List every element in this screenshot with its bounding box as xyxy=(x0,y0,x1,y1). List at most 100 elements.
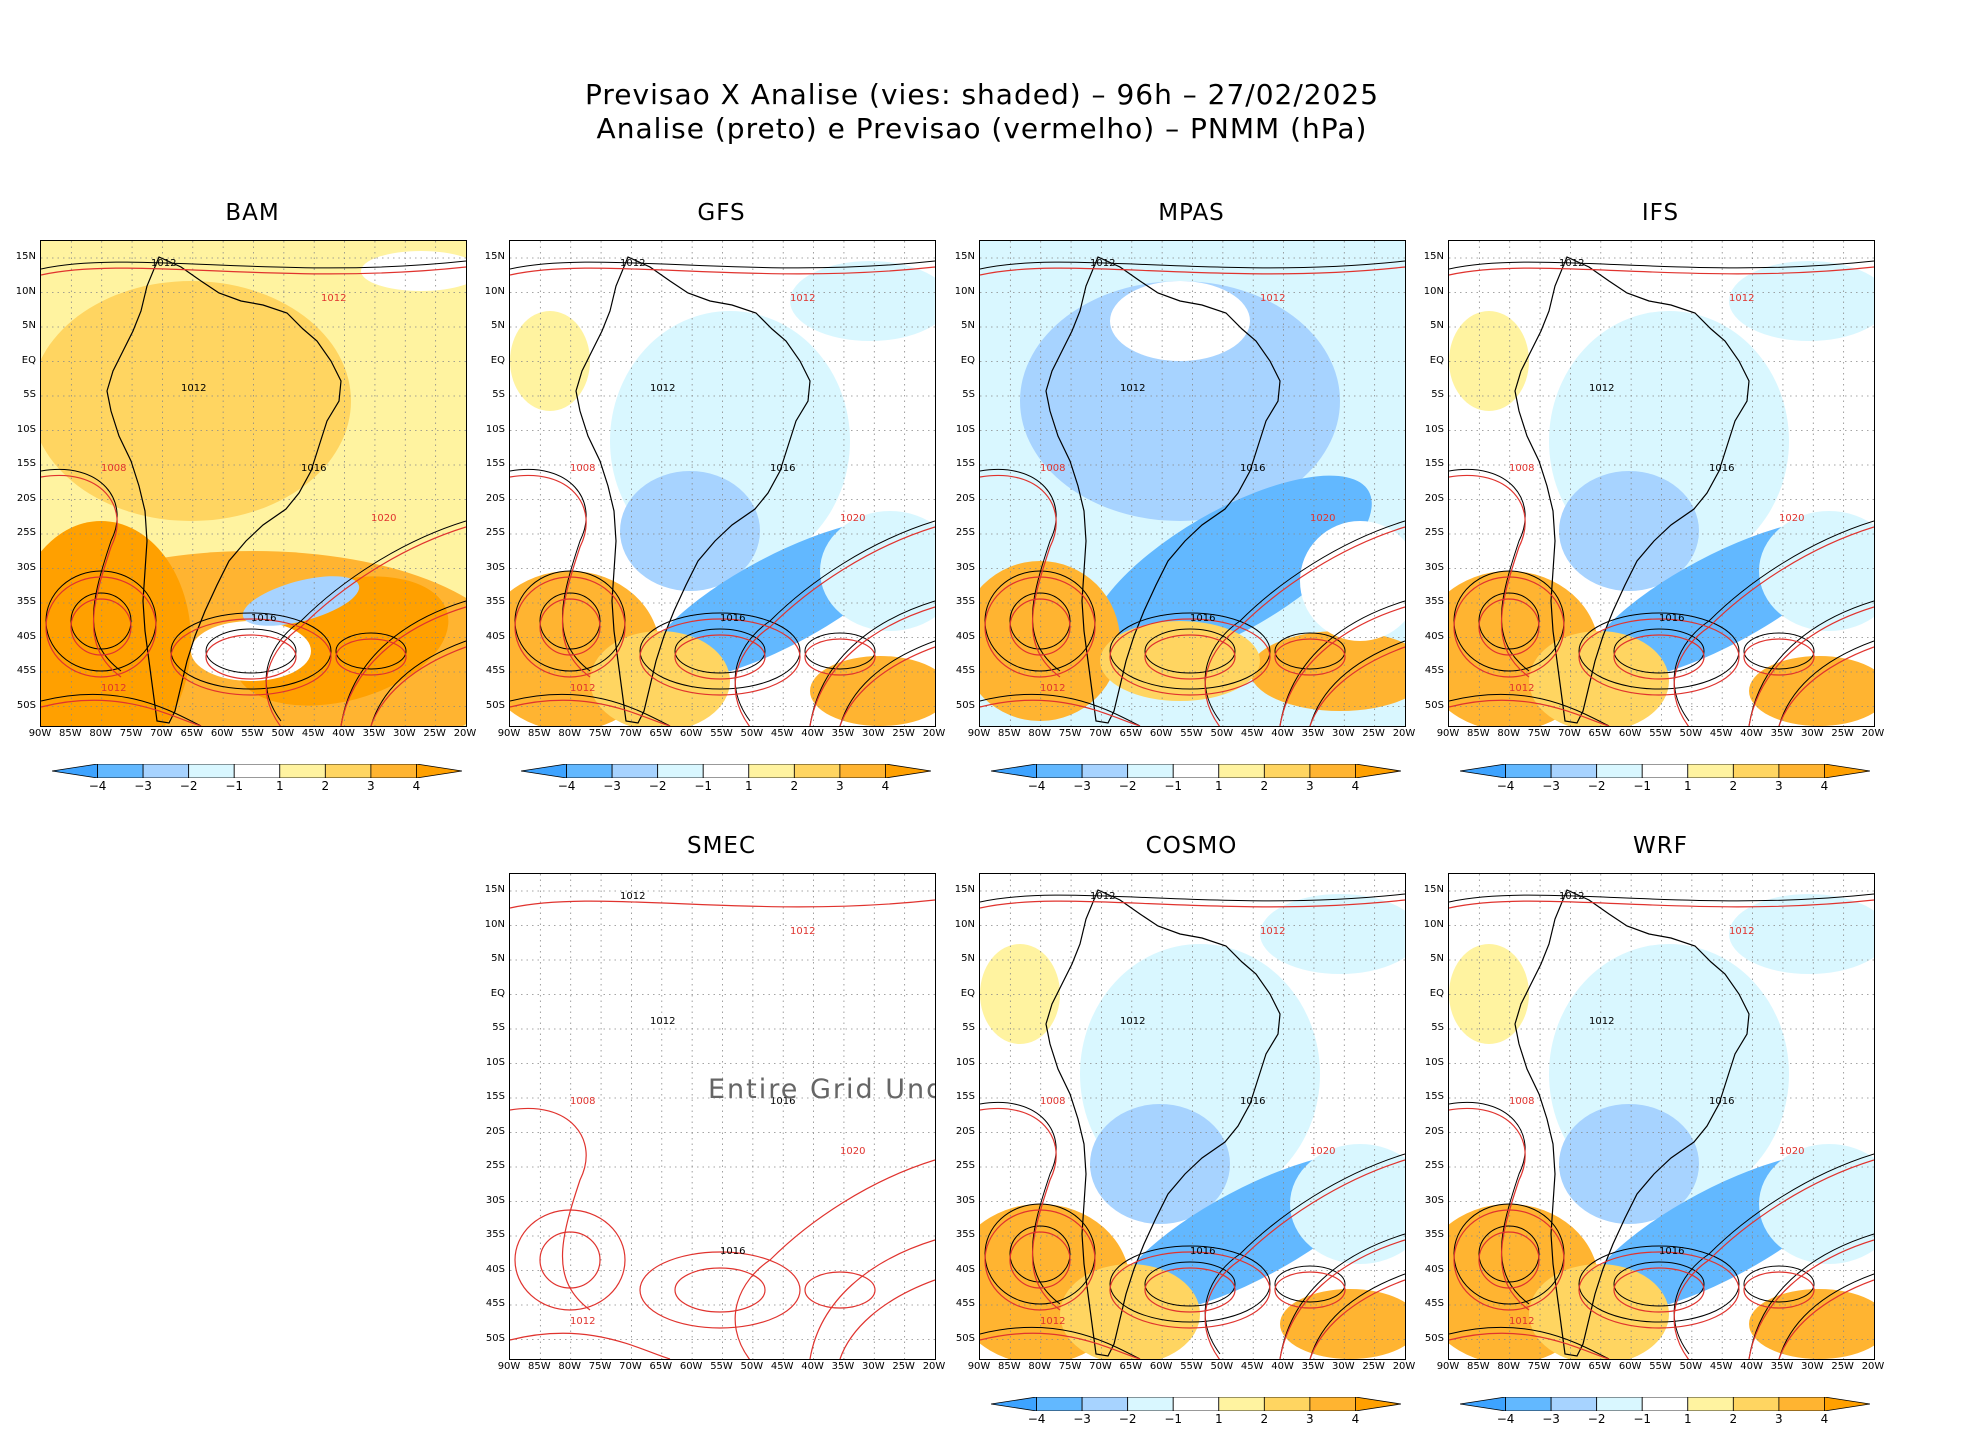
colorbar-tick-label: 2 xyxy=(321,779,330,793)
lon-label: 30W xyxy=(1800,1361,1824,1372)
lat-label: 10S xyxy=(16,423,36,435)
undefined-grid-message: Entire Grid Undefined xyxy=(708,1074,935,1105)
colorbar-tick-label: 3 xyxy=(1306,1412,1314,1426)
contour-label: 1012 xyxy=(1729,926,1754,937)
lon-label: 90W xyxy=(967,1361,991,1372)
colorbar-swatch xyxy=(1172,1396,1220,1412)
colorbar-tick-label: −3 xyxy=(1542,779,1560,793)
lat-label: 5S xyxy=(492,389,505,400)
colorbar-bam: −4 −3 −2 −1 1 2 3 4 xyxy=(51,763,463,797)
contour-label: 1012 xyxy=(151,258,176,269)
lat-label: 35S xyxy=(1424,1229,1444,1240)
lon-label: 35W xyxy=(831,1361,855,1372)
contour-label: 1012 xyxy=(1729,293,1754,304)
lat-label: 30S xyxy=(485,561,505,573)
lon-label: 25W xyxy=(1831,728,1854,739)
lat-label: 5S xyxy=(1431,389,1444,400)
colorbar-swatch xyxy=(566,763,613,779)
contour-label: 1016 xyxy=(720,1246,745,1257)
colorbar-tick-label: 3 xyxy=(1775,1412,1783,1426)
contour-label: 1016 xyxy=(1190,1246,1215,1257)
colorbar-swatch xyxy=(188,763,235,779)
lat-label: 50S xyxy=(485,1332,505,1344)
contour-label: 1008 xyxy=(570,463,595,474)
colorbar-swatch xyxy=(1732,1396,1780,1412)
colorbar-tick-label: −1 xyxy=(694,779,713,793)
lon-label: 75W xyxy=(119,728,143,739)
lon-label: 50W xyxy=(271,728,295,739)
lon-label: 35W xyxy=(362,728,386,739)
contour-label: 1012 xyxy=(650,1016,675,1027)
lon-label: 80W xyxy=(89,728,113,739)
lat-label: 50S xyxy=(485,699,505,711)
lon-label: 35W xyxy=(1301,1361,1325,1372)
colorbar-swatch xyxy=(1172,763,1220,779)
colorbar-swatch xyxy=(1309,1396,1356,1412)
map-area-gfs: 1012 1012 1012 1008 1016 1020 1016 1012 xyxy=(509,240,936,727)
panel-title-bam: BAM xyxy=(225,200,280,226)
colorbar-swatch xyxy=(1687,763,1734,779)
map-svg-bam: 1012 1012 1012 1008 1016 1020 1016 1012 xyxy=(41,241,466,726)
lon-label: 40W xyxy=(332,728,355,739)
contour-label: 1012 xyxy=(1559,258,1584,269)
lon-label: 65W xyxy=(649,1361,673,1372)
colorbar-swatch xyxy=(990,763,1037,779)
lat-label: 30S xyxy=(1424,561,1444,573)
colorbar-tick-label: 1 xyxy=(1214,779,1223,793)
contour-label: 1012 xyxy=(181,383,206,394)
lon-label: 70W xyxy=(1089,728,1112,739)
lon-label: 65W xyxy=(180,728,204,739)
colorbar-gfs: −4 −3 −2 −1 1 2 3 4 xyxy=(520,763,932,797)
lat-label: 20S xyxy=(485,492,505,504)
lon-label: 45W xyxy=(1709,728,1733,739)
lat-label: 15S xyxy=(485,1091,505,1102)
lat-label: 35S xyxy=(485,596,505,607)
colorbar-tick-label: 3 xyxy=(367,779,375,793)
colorbar-tick-label: 4 xyxy=(1820,1412,1829,1426)
map-svg-wrf: 1012 1012 1012 1008 1016 1020 1016 1012 xyxy=(1449,874,1874,1359)
colorbar-tick-label: −2 xyxy=(1118,1412,1137,1426)
lon-label: 75W xyxy=(1058,1361,1082,1372)
lon-label: 75W xyxy=(1527,728,1551,739)
colorbar-swatch xyxy=(1687,1396,1734,1412)
colorbar-swatch xyxy=(1355,1396,1402,1412)
contour-label: 1012 xyxy=(1260,926,1285,937)
contour-label: 1012 xyxy=(620,891,645,902)
contour-label: 1016 xyxy=(1240,463,1265,474)
colorbar-swatch xyxy=(279,763,326,779)
lon-label: 40W xyxy=(1271,1361,1294,1372)
lat-label: 35S xyxy=(955,1229,975,1240)
colorbar-swatch xyxy=(1505,1396,1552,1412)
contour-label: 1020 xyxy=(840,1146,865,1157)
lat-label: 15N xyxy=(1423,251,1444,262)
lon-label: 55W xyxy=(1180,728,1203,739)
lat-label: 40S xyxy=(955,1263,975,1275)
lat-label: 15N xyxy=(484,884,505,895)
colorbar-swatch xyxy=(885,763,932,779)
lat-label: 5S xyxy=(962,389,975,400)
colorbar-swatch xyxy=(793,763,841,779)
lat-label: EQ xyxy=(490,987,505,999)
colorbar-tick-label: −4 xyxy=(88,779,107,793)
colorbar-tick-label: 2 xyxy=(1260,779,1269,793)
contour-label: 1012 xyxy=(1120,383,1145,394)
contour-label: 1012 xyxy=(1260,293,1285,304)
colorbar-swatch xyxy=(1641,763,1689,779)
colorbar-swatch xyxy=(1218,763,1265,779)
lat-label: 50S xyxy=(955,699,975,711)
lon-label: 60W xyxy=(210,728,234,739)
lon-label: 85W xyxy=(528,728,551,739)
colorbar-tick-label: −2 xyxy=(1587,779,1606,793)
lon-label: 75W xyxy=(1058,728,1082,739)
colorbar-swatch xyxy=(1036,763,1083,779)
colorbar-tick-label: −4 xyxy=(1496,779,1515,793)
contour-label: 1016 xyxy=(720,613,745,624)
colorbar-tick-label: 4 xyxy=(881,779,890,793)
colorbar-swatch xyxy=(702,763,750,779)
lat-label: 15S xyxy=(1424,1091,1444,1102)
contour-label: 1012 xyxy=(1090,258,1115,269)
colorbar-swatch xyxy=(748,763,795,779)
lon-label: 20W xyxy=(922,1361,946,1372)
contour-label: 1012 xyxy=(1559,891,1584,902)
contour-label: 1012 xyxy=(790,293,815,304)
